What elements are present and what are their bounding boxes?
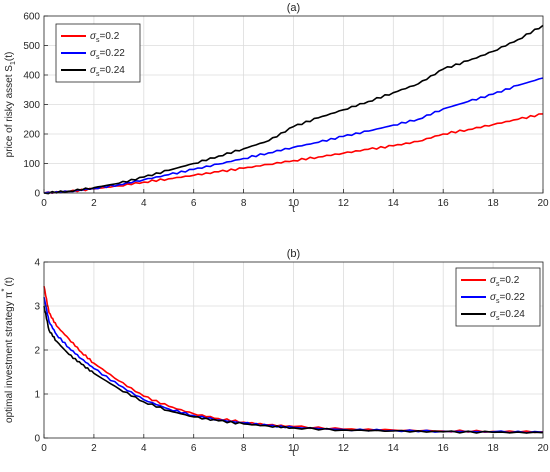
x-tick-label: 16 [438,443,450,454]
legend-label-0: σs=0.2 [490,275,520,288]
x-tick-label: 20 [537,198,549,209]
x-tick-label: 2 [91,198,97,209]
y-axis-label-sub: 1 [10,61,17,65]
y-tick-label: 2 [34,346,40,357]
x-axis-label: t [292,204,295,215]
y-tick-label: 4 [34,258,40,269]
y-tick-label: 100 [23,159,40,170]
y-axis-label: optimal investment strategy π* (t) [0,277,15,423]
x-tick-label: 8 [241,198,247,209]
y-tick-label: 0 [34,434,40,445]
y-axis-label-sup: * [0,288,9,291]
x-tick-label: 18 [488,198,500,209]
y-tick-label: 0 [34,189,40,200]
y-tick-label: 500 [23,41,40,52]
x-tick-label: 12 [338,443,350,454]
series-line-0 [43,113,544,194]
y-tick-label: 600 [23,12,40,23]
chart-panel-0: 0 2 4 6 8 10 12 14 16 18 200100200300400500600(a)t… [4,2,549,215]
y-tick-label: 1 [34,390,40,401]
x-tick-label: 16 [438,198,450,209]
legend-label-0: σs=0.2 [90,31,120,44]
x-tick-label: 6 [191,443,197,454]
x-tick-label: 4 [141,198,147,209]
legend: σs=0.2 σs=0.22 σs=0.24 [455,267,541,327]
x-tick-label: 0 [41,443,47,454]
chart-title: (b) [287,248,300,260]
y-tick-label: 200 [23,130,40,141]
y-tick-label: 400 [23,71,40,82]
x-tick-label: 6 [191,198,197,209]
y-axis-label-end: (t) [4,52,15,61]
x-axis-label: t [292,448,295,459]
y-axis-label-end: (t) [4,277,15,286]
x-tick-label: 2 [91,443,97,454]
x-tick-label: 12 [338,198,350,209]
x-tick-label: 20 [537,443,549,454]
x-tick-label: 10 [288,443,300,454]
legend-label-1: σs=0.22 [490,292,525,305]
y-tick-label: 300 [23,100,40,111]
legend-label-2: σs=0.24 [490,309,525,322]
x-tick-label: 18 [488,443,500,454]
y-axis-label: price of risky asset S1(t) [4,52,17,158]
y-axis-label-main: price of risky asset S [4,65,15,158]
chart-title: (a) [287,2,300,14]
x-tick-label: 8 [241,443,247,454]
series-line-2 [43,305,544,434]
legend: σs=0.2 σs=0.22 σs=0.24 [55,23,141,83]
series-line-2 [43,24,544,195]
legend-label-1: σs=0.22 [90,48,125,61]
y-tick-label: 3 [34,302,40,313]
legend-label-2: σs=0.24 [90,65,125,78]
y-axis-label-main: optimal investment strategy π [4,291,15,422]
x-tick-label: 14 [388,198,400,209]
x-tick-label: 10 [288,198,300,209]
x-tick-label: 4 [141,443,147,454]
x-tick-label: 14 [388,443,400,454]
x-tick-label: 0 [41,198,47,209]
